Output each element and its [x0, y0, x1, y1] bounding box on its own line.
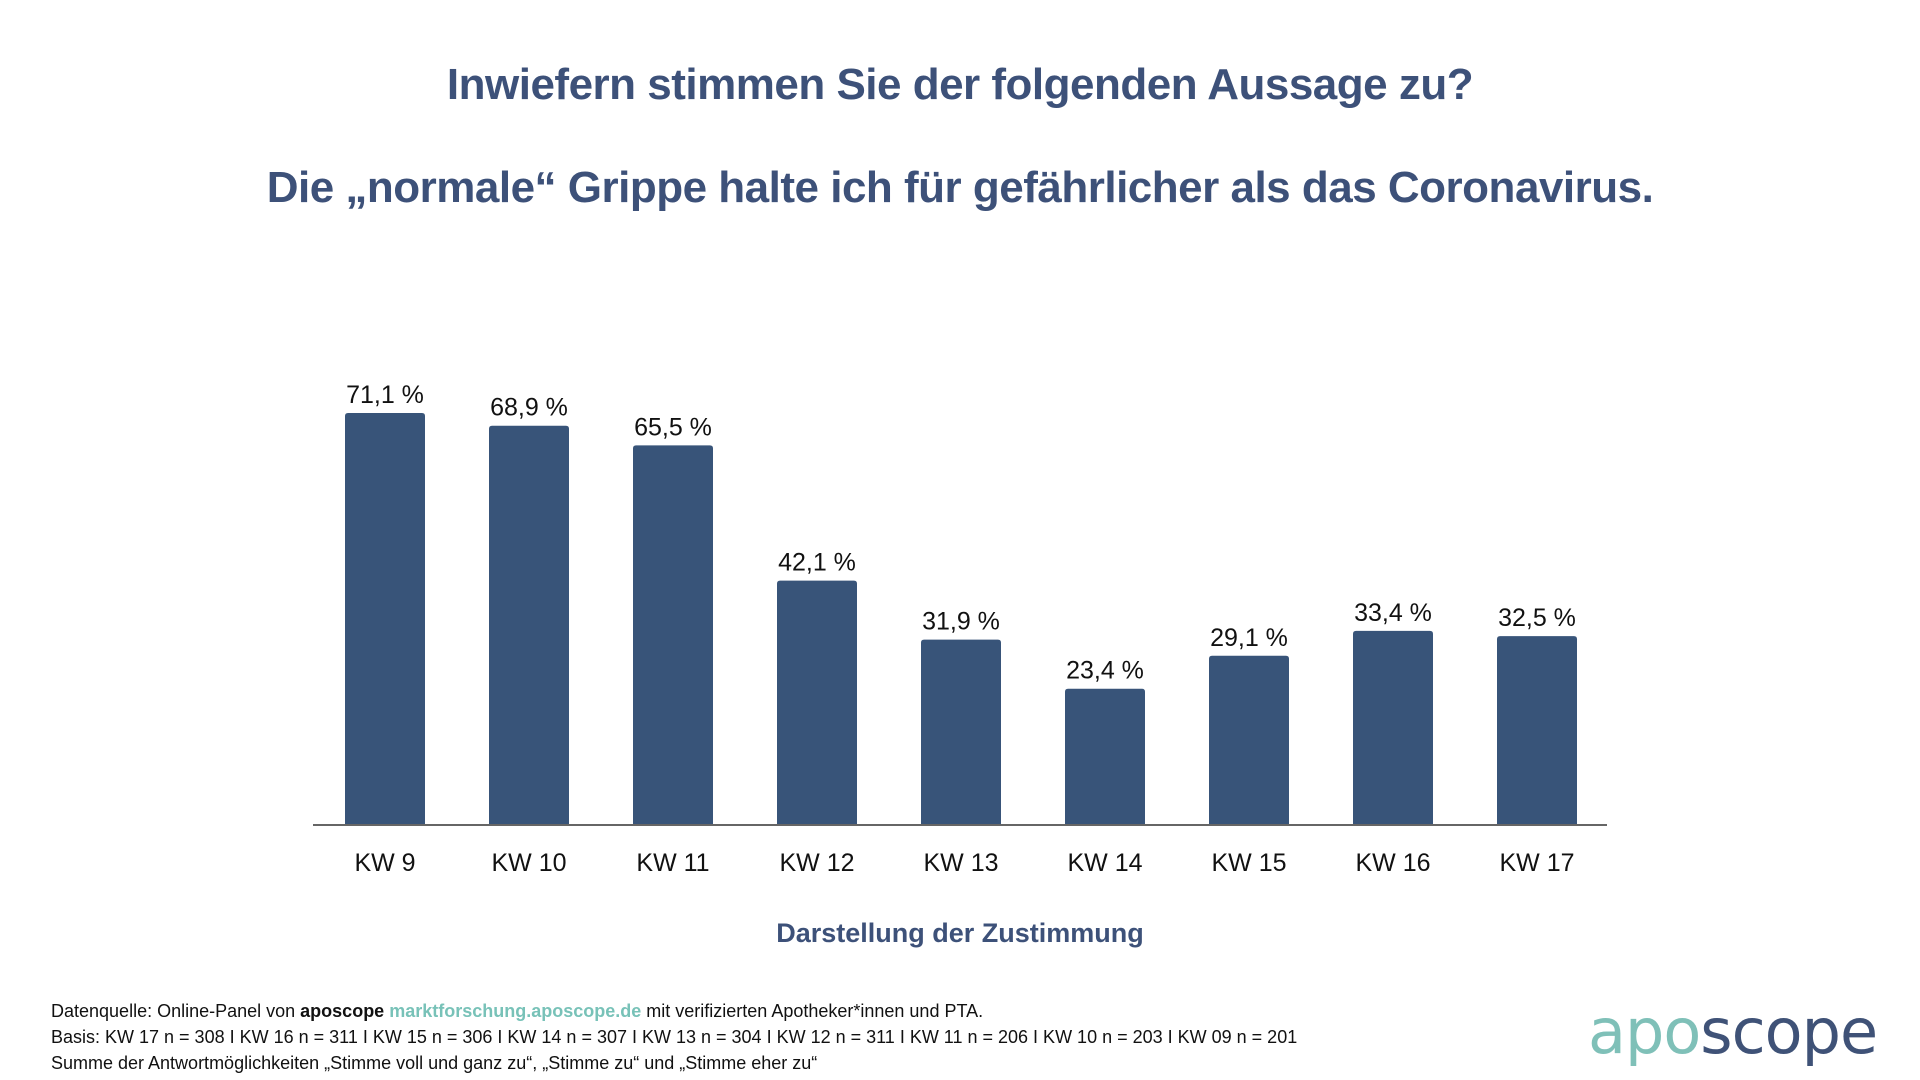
chart-title-question: Inwiefern stimmen Sie der folgenden Auss… [446, 60, 1474, 109]
category-label: KW 14 [1067, 849, 1142, 877]
logo-part-scope: scope [1700, 995, 1878, 1068]
source-line: Datenquelle: Online-Panel von aposcope m… [51, 998, 1297, 1024]
value-label: 71,1 % [346, 381, 424, 409]
category-label: KW 16 [1355, 849, 1430, 877]
bar-kw-12 [777, 580, 857, 824]
source-link[interactable]: marktforschung.aposcope.de [389, 1001, 642, 1021]
category-labels-group: KW 9 KW 10 KW 11 KW 12 KW 13 KW 14 KW 15 KW 16 K… [354, 849, 1574, 877]
category-label: KW 12 [779, 849, 854, 877]
category-label: KW 10 [491, 849, 566, 877]
category-label: KW 9 [354, 849, 415, 877]
value-label: 42,1 % [778, 549, 856, 577]
category-label: KW 11 [636, 849, 709, 877]
value-label: 29,1 % [1210, 624, 1288, 652]
bar-kw-14 [1065, 688, 1145, 824]
value-label: 68,9 % [490, 394, 568, 422]
chart-title-statement: Die „normale“ Grippe halte ich für gefäh… [266, 163, 1654, 212]
aposcope-logo: aposcope [1588, 995, 1878, 1068]
value-label: 31,9 % [922, 608, 1000, 636]
category-label: KW 13 [923, 849, 998, 877]
bar-kw-15 [1209, 655, 1289, 824]
bar-kw-11 [633, 445, 713, 824]
bar-kw-13 [921, 639, 1001, 824]
x-axis-title: Darstellung der Zustimmung [776, 918, 1144, 948]
footer-notes: Datenquelle: Online-Panel von aposcope m… [51, 998, 1297, 1076]
category-label: KW 17 [1499, 849, 1574, 877]
value-label: 65,5 % [634, 413, 712, 441]
value-label: 23,4 % [1066, 657, 1144, 685]
bar-kw-10 [489, 425, 569, 824]
bar-kw-9 [345, 413, 425, 824]
bars-group [345, 413, 1577, 824]
value-label: 33,4 % [1354, 599, 1432, 627]
basis-line: Basis: KW 17 n = 308 I KW 16 n = 311 I K… [51, 1027, 1298, 1047]
logo-part-apo: apo [1588, 995, 1701, 1068]
category-label: KW 15 [1211, 849, 1286, 877]
note-line: Summe der Antwortmöglichkeiten „Stimme v… [51, 1053, 818, 1073]
source-prefix: Datenquelle: Online-Panel von [51, 1001, 301, 1021]
value-label: 32,5 % [1498, 604, 1576, 632]
source-brand: aposcope [300, 1001, 385, 1021]
bar-kw-16 [1353, 630, 1433, 824]
value-labels-group: 71,1 % 68,9 % 65,5 % 42,1 % 31,9 % 23,4 % 29,1… [346, 381, 1576, 685]
bar-kw-17 [1497, 636, 1577, 824]
source-suffix: mit verifizierten Apotheker*innen und PT… [641, 1001, 984, 1021]
